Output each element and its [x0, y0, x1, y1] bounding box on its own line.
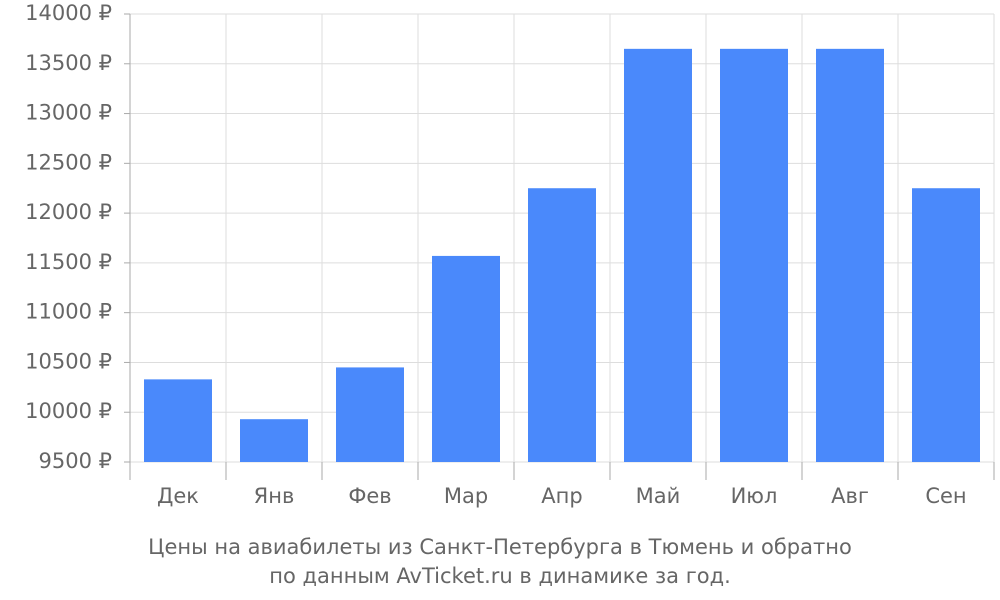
bar [528, 188, 596, 462]
x-tick-label: Фев [348, 484, 391, 508]
x-tick-label: Июл [731, 484, 778, 508]
bar [624, 48, 692, 462]
x-tick-label: Сен [925, 484, 966, 508]
bar [336, 367, 404, 462]
bar [720, 48, 788, 462]
y-tick-label: 12500 ₽ [25, 150, 112, 174]
x-tick-label: Авг [831, 484, 869, 508]
y-tick-label: 11000 ₽ [25, 300, 112, 324]
x-tick-label: Дек [157, 484, 199, 508]
bar [240, 419, 308, 462]
bar [432, 255, 500, 462]
x-tick-label: Май [636, 484, 681, 508]
bar [912, 188, 980, 462]
y-tick-label: 13000 ₽ [25, 101, 112, 125]
chart-subtitle: по данным AvTicket.ru в динамике за год. [269, 564, 731, 588]
bar [144, 379, 212, 462]
x-tick-label: Мар [444, 484, 488, 508]
x-tick-label: Апр [541, 484, 582, 508]
chart-title: Цены на авиабилеты из Санкт-Петербурга в… [148, 535, 852, 559]
y-tick-label: 10500 ₽ [25, 349, 112, 373]
y-tick-label: 10000 ₽ [25, 399, 112, 423]
y-tick-label: 13500 ₽ [25, 51, 112, 75]
y-tick-label: 11500 ₽ [25, 250, 112, 274]
y-tick-label: 9500 ₽ [39, 449, 112, 473]
y-tick-label: 14000 ₽ [25, 1, 112, 25]
y-tick-label: 12000 ₽ [25, 200, 112, 224]
x-tick-label: Янв [254, 484, 295, 508]
bar [816, 48, 884, 462]
